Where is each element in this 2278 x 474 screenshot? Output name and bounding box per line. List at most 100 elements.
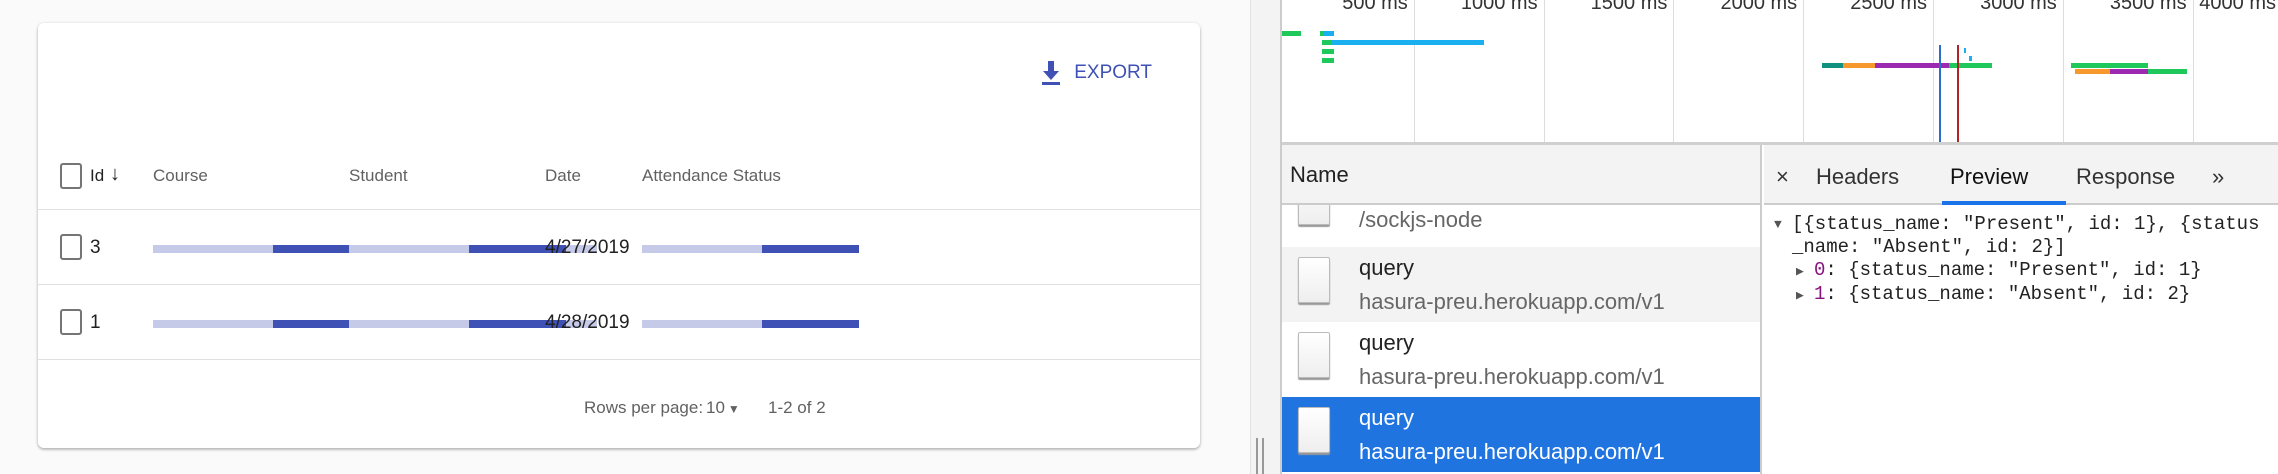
timeline-tick-label: 2500 ms [1850,0,1927,14]
timeline-request-bar [2110,69,2148,74]
resize-handle[interactable] [1256,438,1264,474]
row-date: 4/27/2019 [545,237,630,258]
timeline-request-bar [1875,63,1949,68]
json-item[interactable]: ▶ 1: {status_name: "Absent", id: 2} [1774,283,2270,307]
request-row-selected[interactable]: query hasura-preu.herokuapp.com/v1 [1282,397,1760,472]
request-name: query [1359,405,1415,430]
tab-preview[interactable]: Preview [1950,164,2029,189]
timeline-gridline [1413,0,1415,142]
request-row[interactable]: /sockjs-node [1282,205,1760,247]
app-pane: EXPORT Id ↓ Course Student Date Attendan… [38,23,1200,448]
timeline-request-bar [2071,63,2148,68]
timeline-request-bar [1949,63,1992,68]
timeline-tick-label: 500 ms [1342,0,1408,14]
file-icon [1298,257,1330,303]
timeline-request-bar [1964,48,1966,53]
timeline-tick-label: 3000 ms [1980,0,2057,14]
column-header-student[interactable]: Student [349,166,408,185]
name-column-header[interactable]: Name [1282,145,1760,205]
timeline-gridline [2062,0,2064,142]
timeline-tick-label: 3500 ms [2109,0,2187,14]
collapsed-triangle-icon[interactable]: ▶ [1796,288,1804,303]
timeline-tick-label: 1500 ms [1590,0,1668,14]
timeline-request-bar [1969,56,1972,61]
row-checkbox[interactable] [60,309,82,335]
tab-response[interactable]: Response [2076,164,2176,189]
table-row[interactable]: 1 4/28/2019 [38,285,1200,360]
download-icon [1042,61,1061,85]
more-tabs-chevron-icon[interactable]: » [2212,164,2225,189]
panel-splitter[interactable] [1250,0,1280,474]
file-icon [1298,332,1330,378]
detail-tabs: × Headers Preview Response » [1764,145,2278,205]
json-value: : {status_name: "Present", id: 1} [1825,259,2202,281]
rows-per-page-value: 10 [706,398,725,417]
timeline-request-bar [1322,49,1334,54]
select-all-checkbox[interactable] [60,163,82,189]
student-loading-placeholder [349,245,597,253]
load-event-marker [1957,45,1959,142]
request-row[interactable]: query hasura-preu.herokuapp.com/v1 [1282,322,1760,397]
rows-per-page-select[interactable]: 10 ▼ [706,398,740,418]
timeline-request-bar [1843,63,1875,68]
column-header-attendance-status[interactable]: Attendance Status [642,166,781,185]
close-icon[interactable]: × [1776,164,1789,189]
timeline-gridline [1673,0,1675,142]
timeline-tick-label: 2000 ms [1720,0,1798,14]
status-loading-placeholder [642,320,859,328]
timeline-tick-label: 4000 ms [2199,0,2276,14]
active-tab-indicator [1942,201,2066,205]
row-id: 1 [90,312,101,333]
network-timeline-overview[interactable]: 500 ms 1000 ms 1500 ms 2000 ms 2500 ms 3000 m… [1282,0,2278,145]
export-button[interactable]: EXPORT [1040,61,1152,85]
file-icon [1298,205,1330,225]
timeline-request-bar [1822,63,1843,68]
timeline-gridline [1803,0,1805,142]
timeline-request-bar [1322,58,1334,63]
json-item[interactable]: ▶ 0: {status_name: "Present", id: 1} [1774,259,2270,283]
request-url: hasura-preu.herokuapp.com/v1 [1359,439,1665,464]
request-row[interactable]: query hasura-preu.herokuapp.com/v1 [1282,247,1760,322]
expanded-triangle-icon[interactable]: ▼ [1774,217,1782,232]
timeline-gridline [1543,0,1545,142]
json-summary: [{status_name: "Present", id: 1}, {statu… [1792,213,2260,258]
dom-content-loaded-marker [1939,45,1941,142]
course-loading-placeholder [153,320,401,328]
devtools-network-panel: 500 ms 1000 ms 1500 ms 2000 ms 2500 ms 3000 m… [1280,0,2278,474]
timeline-gridline [2192,0,2194,142]
column-header-course[interactable]: Course [153,166,208,185]
json-index: 1 [1814,283,1826,305]
file-icon [1298,407,1330,453]
collapsed-triangle-icon[interactable]: ▶ [1796,264,1804,279]
request-name: /sockjs-node [1359,207,1483,232]
table-row[interactable]: 3 4/27/2019 [38,210,1200,285]
timeline-request-bar [1282,31,1301,36]
json-index: 0 [1814,259,1826,281]
row-id: 3 [90,237,101,258]
sort-arrow-down-icon[interactable]: ↓ [110,163,120,185]
column-header-id[interactable]: Id [90,166,105,185]
row-checkbox[interactable] [60,234,82,260]
request-name: query [1359,330,1415,355]
request-list: Name /sockjs-node query hasura-preu.hero… [1282,145,1762,474]
json-value: : {status_name: "Absent", id: 2} [1825,283,2191,305]
column-header-date[interactable]: Date [545,166,581,185]
json-root[interactable]: ▼ [{status_name: "Present", id: 1}, {stat… [1774,213,2270,259]
tab-headers[interactable]: Headers [1816,164,1900,189]
timeline-request-bar [1322,40,1332,45]
course-loading-placeholder [153,245,401,253]
timeline-request-bar [2148,69,2187,74]
request-url: hasura-preu.herokuapp.com/v1 [1359,364,1665,389]
rows-per-page-label: Rows per page: [584,398,704,417]
attendance-table-card: EXPORT Id ↓ Course Student Date Attendan… [38,23,1200,448]
export-label: EXPORT [1074,62,1152,83]
json-preview: ▼ [{status_name: "Present", id: 1}, {stat… [1764,205,2278,307]
row-date: 4/28/2019 [545,312,630,333]
table-header-row: Id ↓ Course Student Date Attendance Stat… [38,143,1200,210]
pagination-range: 1-2 of 2 [768,398,826,417]
request-name: query [1359,255,1415,280]
timeline-gridline [1933,0,1934,142]
timeline-tick-label: 1000 ms [1460,0,1538,14]
status-loading-placeholder [642,245,859,253]
timeline-request-bar [1324,31,1334,36]
